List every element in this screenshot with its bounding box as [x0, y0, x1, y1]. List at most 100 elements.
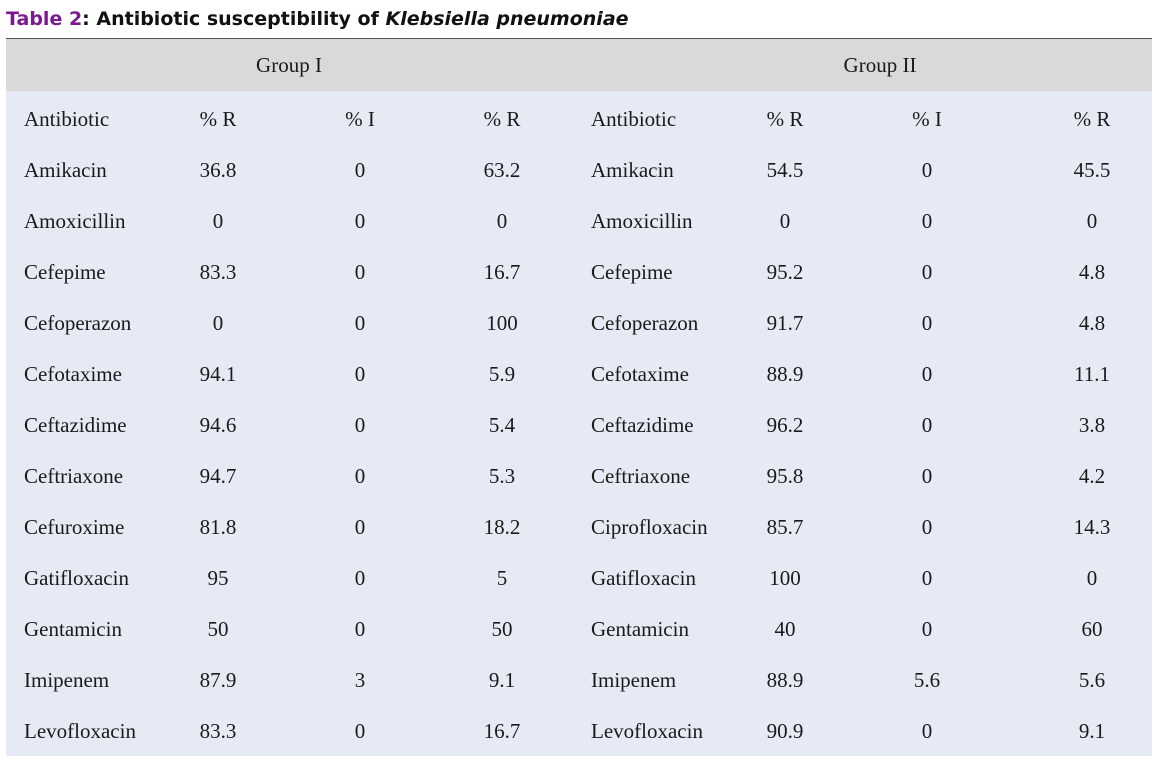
group-1-susceptible-pct: 5.3	[488, 464, 516, 488]
table-number-label: Table 2	[6, 8, 83, 30]
group-1-resistant-pct: 81.8	[199, 515, 237, 539]
table-row: Ceftriaxone 94.7 0 5.3 Ceftriaxone 95.8 0 4.2	[6, 451, 1152, 502]
group-1-antibiotic-name: Cefoperazon	[24, 311, 132, 335]
group-1-antibiotic-name: Levofloxacin	[24, 719, 136, 743]
group-2-resistant-pct: 90.9	[766, 719, 804, 743]
group-1-resistant-pct: 83.3	[199, 719, 237, 743]
group-2-susceptible-pct: 11.1	[1074, 362, 1110, 386]
group-1-antibiotic-name: Gatifloxacin	[24, 566, 129, 590]
group-2-susceptible-pct: 9.1	[1078, 719, 1106, 743]
group-1-intermediate-pct: 0	[354, 311, 366, 335]
group-2-resistant-pct: 100	[769, 566, 801, 590]
group-1-intermediate-pct: 0	[354, 617, 366, 641]
column-header: % R	[766, 107, 804, 131]
column-header: % R	[483, 107, 521, 131]
column-header: Antibiotic	[591, 107, 677, 131]
group-2-intermediate-pct: 0	[921, 209, 933, 233]
group-1-antibiotic-name: Cefepime	[24, 260, 106, 284]
group-1-resistant-pct: 95	[207, 566, 229, 590]
group-2-susceptible-pct: 3.8	[1078, 413, 1106, 437]
table-row: Amikacin 36.8 0 63.2 Amikacin 54.5 0 45.5	[6, 145, 1152, 196]
group-2-resistant-pct: 0	[779, 209, 791, 233]
group-1-resistant-pct: 94.1	[199, 362, 237, 386]
table-row: Gatifloxacin 95 0 5 Gatifloxacin 100 0 0	[6, 553, 1152, 604]
group-2-antibiotic-name: Levofloxacin	[591, 719, 703, 743]
group-1-antibiotic-name: Ceftazidime	[24, 413, 127, 437]
group-1-intermediate-pct: 3	[354, 668, 366, 692]
group-1-susceptible-pct: 16.7	[483, 719, 521, 743]
column-header: % I	[345, 107, 375, 131]
group-1-antibiotic-name: Imipenem	[24, 668, 110, 692]
table-row: Cefoperazon 0 0 100 Cefoperazon 91.7 0 4.8	[6, 298, 1152, 349]
group-2-antibiotic-name: Gatifloxacin	[591, 566, 696, 590]
group-2-intermediate-pct: 0	[921, 311, 933, 335]
group-2-antibiotic-name: Ciprofloxacin	[591, 515, 708, 539]
group-1-intermediate-pct: 0	[354, 209, 366, 233]
table-row: Ceftazidime 94.6 0 5.4 Ceftazidime 96.2 0 3.8	[6, 400, 1152, 451]
group-2-resistant-pct: 88.9	[766, 668, 804, 692]
table-row: Levofloxacin 83.3 0 16.7 Levofloxacin 90.9 0 9.…	[6, 706, 1152, 757]
group-1-intermediate-pct: 0	[354, 515, 366, 539]
table-body-background	[6, 91, 1152, 756]
group-2-resistant-pct: 54.5	[766, 158, 804, 182]
group-1-resistant-pct: 94.6	[199, 413, 237, 437]
top-rule	[6, 38, 1152, 39]
group-1-intermediate-pct: 0	[354, 158, 366, 182]
group-2-susceptible-pct: 4.8	[1078, 311, 1106, 335]
group-1-antibiotic-name: Cefotaxime	[24, 362, 122, 386]
group-2-susceptible-pct: 0	[1086, 566, 1098, 590]
group-2-antibiotic-name: Amoxicillin	[591, 209, 693, 233]
table-row: Amoxicillin 0 0 0 Amoxicillin 0 0 0	[6, 196, 1152, 247]
group-2-susceptible-pct: 4.8	[1078, 260, 1106, 284]
group-2-resistant-pct: 88.9	[766, 362, 804, 386]
group-2-antibiotic-name: Cefotaxime	[591, 362, 689, 386]
group-1-susceptible-pct: 18.2	[483, 515, 521, 539]
group-1-antibiotic-name: Gentamicin	[24, 617, 122, 641]
group-1-intermediate-pct: 0	[354, 413, 366, 437]
group-2-resistant-pct: 95.2	[766, 260, 804, 284]
caption-species: Klebsiella pneumoniae	[385, 8, 629, 30]
group-2-intermediate-pct: 5.6	[913, 668, 941, 692]
group-1-resistant-pct: 94.7	[199, 464, 237, 488]
table-row: Cefuroxime 81.8 0 18.2 Ciprofloxacin 85.7 0 14.…	[6, 502, 1152, 553]
table-row: Cefepime 83.3 0 16.7 Cefepime 95.2 0 4.8	[6, 247, 1152, 298]
group-1-susceptible-pct: 16.7	[483, 260, 521, 284]
group-1-susceptible-pct: 0	[496, 209, 508, 233]
group-2-resistant-pct: 95.8	[766, 464, 804, 488]
column-header: % I	[912, 107, 942, 131]
group-1-label: Group I	[256, 53, 322, 77]
group-2-antibiotic-name: Cefoperazon	[591, 311, 699, 335]
group-2-antibiotic-name: Gentamicin	[591, 617, 689, 641]
group-1-resistant-pct: 50	[207, 617, 229, 641]
table-row: Gentamicin 50 0 50 Gentamicin 40 0 60	[6, 604, 1152, 655]
group-2-label: Group II	[843, 53, 917, 77]
group-1-resistant-pct: 83.3	[199, 260, 237, 284]
caption-text: : Antibiotic susceptibility of	[82, 8, 386, 30]
group-2-susceptible-pct: 5.6	[1078, 668, 1106, 692]
group-2-antibiotic-name: Cefepime	[591, 260, 673, 284]
group-2-resistant-pct: 91.7	[766, 311, 804, 335]
group-2-intermediate-pct: 0	[921, 260, 933, 284]
group-2-susceptible-pct: 4.2	[1078, 464, 1106, 488]
group-1-susceptible-pct: 50	[491, 617, 513, 641]
group-1-resistant-pct: 0	[212, 209, 224, 233]
group-1-resistant-pct: 87.9	[199, 668, 237, 692]
column-header: % R	[199, 107, 237, 131]
group-2-intermediate-pct: 0	[921, 566, 933, 590]
group-1-antibiotic-name: Ceftriaxone	[24, 464, 124, 488]
group-1-intermediate-pct: 0	[354, 719, 366, 743]
group-1-susceptible-pct: 9.1	[488, 668, 516, 692]
group-2-intermediate-pct: 0	[921, 413, 933, 437]
group-2-resistant-pct: 40	[774, 617, 796, 641]
column-header: % R	[1073, 107, 1111, 131]
table-header-row: Antibiotic % R % I % R Antibiotic % R % …	[6, 94, 1152, 145]
group-1-resistant-pct: 0	[212, 311, 224, 335]
group-2-intermediate-pct: 0	[921, 515, 933, 539]
table-row: Imipenem 87.9 3 9.1 Imipenem 88.9 5.6 5.6	[6, 655, 1152, 706]
group-1-susceptible-pct: 5.4	[488, 413, 516, 437]
group-2-intermediate-pct: 0	[921, 362, 933, 386]
group-header-band	[6, 39, 1152, 91]
group-2-intermediate-pct: 0	[921, 464, 933, 488]
group-2-intermediate-pct: 0	[921, 617, 933, 641]
group-2-susceptible-pct: 14.3	[1073, 515, 1111, 539]
